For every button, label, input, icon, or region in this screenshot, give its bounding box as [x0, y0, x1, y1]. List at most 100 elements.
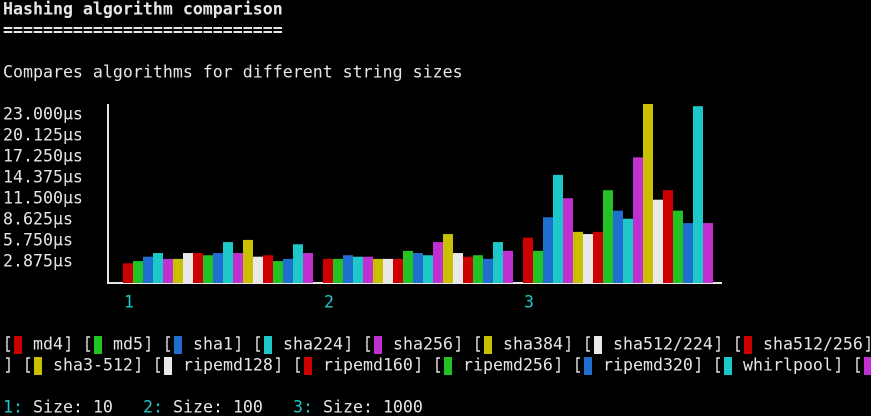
y-tick-label: 5.750µs: [3, 230, 73, 249]
bar: [273, 261, 283, 283]
legend-label: sha256: [393, 335, 453, 354]
footer-key: 1:: [3, 398, 23, 416]
legend-bracket-open: [476, 336, 480, 352]
legend-swatch: [744, 336, 752, 354]
bar: [593, 231, 603, 283]
bar: [223, 242, 233, 283]
legend-bracket-open: [366, 336, 370, 352]
y-tick-label: 23.000µs: [3, 104, 83, 123]
legend-bracket-open: [716, 357, 720, 373]
bar: [173, 258, 183, 283]
y-tick-label: 14.375µs: [3, 167, 83, 186]
bar: [123, 263, 133, 283]
bar: [403, 250, 413, 283]
bar: [453, 253, 463, 283]
legend-swatch: [164, 357, 172, 375]
bar: [613, 210, 623, 283]
legend-bracket-close: [66, 336, 70, 352]
legend-bracket-close: [716, 336, 720, 352]
legend-swatch: [444, 357, 452, 375]
legend-bracket-open: [576, 357, 580, 373]
bar: [623, 218, 633, 283]
legend-swatch: [724, 357, 732, 375]
legend-label: sha1: [193, 335, 233, 354]
legend-swatch: [594, 336, 602, 354]
legend-bracket-close: [566, 336, 570, 352]
bar: [493, 242, 503, 283]
legend-bracket-open: [86, 336, 90, 352]
legend-bracket-close: [416, 357, 420, 373]
legend-bracket-open: [296, 357, 300, 373]
legend-label: md4: [33, 335, 63, 354]
bar: [263, 255, 273, 283]
bar: [573, 231, 583, 283]
legend-swatch: [14, 336, 22, 354]
legend-swatch: [304, 357, 312, 375]
bar: [703, 223, 713, 283]
y-tick-label: 8.625µs: [3, 209, 73, 228]
legend-label: whirlpool: [743, 356, 833, 375]
legend-bracket-close: [136, 357, 140, 373]
bar: [323, 258, 333, 283]
legend-swatch: [374, 336, 382, 354]
bar: [663, 190, 673, 283]
x-tick-label: 1: [124, 293, 134, 312]
bar: [653, 199, 663, 283]
footer-text: Size: 1000: [323, 398, 423, 416]
bar: [693, 106, 703, 283]
legend-bracket-close: [6, 357, 10, 373]
y-tick-label: 20.125µs: [3, 125, 83, 144]
chart-subtitle: Compares algorithms for different string…: [3, 63, 463, 82]
bar: [373, 258, 383, 283]
bar: [683, 223, 693, 283]
bar: [413, 253, 423, 283]
bar: [533, 250, 543, 283]
legend-bracket-open: [6, 336, 10, 352]
legend-label: sha512/256: [763, 335, 863, 354]
bar: [203, 255, 213, 283]
bar: [353, 256, 363, 283]
bar: [473, 255, 483, 283]
bar: [343, 255, 353, 283]
legend-bracket-open: [166, 336, 170, 352]
y-tick-label: 2.875µs: [3, 251, 73, 270]
bar: [243, 239, 253, 283]
legend-bracket-open: [586, 336, 590, 352]
legend-bracket-open: [436, 357, 440, 373]
bar: [363, 256, 373, 283]
legend-swatch: [34, 357, 42, 375]
footer-text: Size: 100: [173, 398, 263, 416]
bar: [283, 258, 293, 283]
bar: [303, 253, 313, 283]
title-underline: ============================: [3, 21, 283, 40]
bar: [233, 253, 243, 283]
legend-bracket-close: [696, 357, 700, 373]
bar: [583, 234, 593, 283]
bar: [463, 256, 473, 283]
legend-label: sha384: [503, 335, 563, 354]
footer-text: Size: 10: [33, 398, 113, 416]
bar: [393, 258, 403, 283]
chart-title: Hashing algorithm comparison: [3, 0, 283, 19]
legend-bracket-close: [556, 357, 560, 373]
legend-swatch: [264, 336, 272, 354]
legend-bracket-close: [836, 357, 840, 373]
legend-bracket-open: [736, 336, 740, 352]
legend-label: sha512/224: [613, 335, 713, 354]
legend-swatch: [94, 336, 102, 354]
bar: [383, 258, 393, 283]
legend-label: ripemd160: [323, 356, 413, 375]
x-tick-label: 3: [524, 293, 534, 312]
bar: [443, 234, 453, 283]
bar: [153, 253, 163, 283]
legend-bracket-open: [26, 357, 30, 373]
legend-bracket-open: [256, 336, 260, 352]
legend-swatch: [584, 357, 592, 375]
bar: [133, 261, 143, 283]
bar: [433, 242, 443, 283]
footer-key: 3:: [293, 398, 313, 416]
bar: [213, 253, 223, 283]
legend-bracket-close: [236, 336, 240, 352]
